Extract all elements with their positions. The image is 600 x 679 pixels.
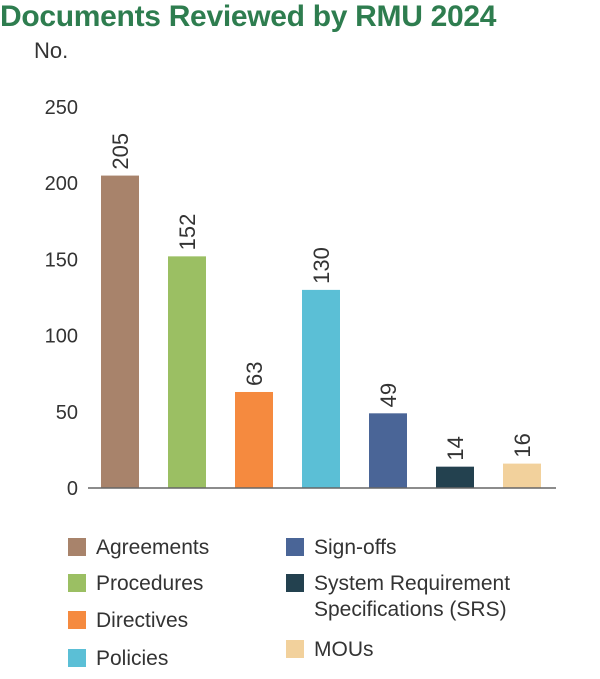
y-tick-label: 50	[56, 402, 78, 424]
legend-swatch	[286, 640, 304, 658]
legend-swatch	[286, 538, 304, 556]
chart-title: Documents Reviewed by RMU 2024	[0, 0, 497, 33]
y-axis-ticks: 0 50 100 150 200 250	[45, 97, 78, 500]
legend-item-directives: Directives	[68, 608, 188, 634]
bar-system-requirement-specifications-srs	[436, 466, 474, 488]
bar-mous	[503, 463, 541, 488]
legend-swatch	[68, 649, 86, 667]
bar-procedures	[168, 256, 206, 488]
legend-item-srs: System Requirement Specifications (SRS)	[286, 571, 510, 623]
legend-swatch	[68, 574, 86, 592]
bar-value-label: 205	[108, 133, 133, 170]
legend-item-agreements: Agreements	[68, 535, 209, 561]
legend-label: Policies	[96, 647, 169, 670]
y-tick-label: 150	[45, 249, 78, 271]
bar-agreements	[101, 175, 139, 488]
bar-value-label: 130	[309, 247, 334, 284]
legend-item-procedures: Procedures	[68, 571, 203, 597]
legend-swatch	[68, 538, 86, 556]
value-labels: 205 152 63 130 49 14 16	[108, 133, 535, 461]
legend-swatch	[286, 574, 304, 592]
legend-item-sign-offs: Sign-offs	[286, 535, 397, 561]
legend-label: Procedures	[96, 572, 204, 595]
bar-value-label: 16	[510, 433, 535, 457]
bars	[101, 175, 541, 488]
legend-swatch	[68, 611, 86, 629]
legend-label: MOUs	[314, 638, 374, 661]
legend-label: Sign-offs	[314, 536, 397, 559]
bar-value-label: 14	[443, 436, 468, 460]
y-tick-label: 250	[45, 97, 78, 119]
bar-value-label: 49	[376, 383, 401, 407]
y-tick-label: 0	[67, 478, 78, 500]
legend-item-mous: MOUs	[286, 637, 374, 663]
legend-label: System Requirement Specifications (SRS)	[314, 572, 511, 621]
bar-value-label: 152	[175, 214, 200, 251]
y-tick-label: 200	[45, 173, 78, 195]
bar-chart: 0 50 100 150 200 250 205 152 63 130 49 14 16	[45, 97, 556, 500]
bar-sign-offs	[369, 413, 407, 488]
bar-policies	[302, 289, 340, 488]
y-axis-unit-label: No.	[34, 38, 69, 63]
y-tick-label: 100	[45, 326, 78, 348]
bar-value-label: 63	[242, 362, 267, 386]
legend-label: Agreements	[96, 536, 210, 559]
bar-directives	[235, 391, 273, 488]
legend-item-policies: Policies	[68, 646, 168, 672]
legend-label: Directives	[96, 609, 189, 632]
